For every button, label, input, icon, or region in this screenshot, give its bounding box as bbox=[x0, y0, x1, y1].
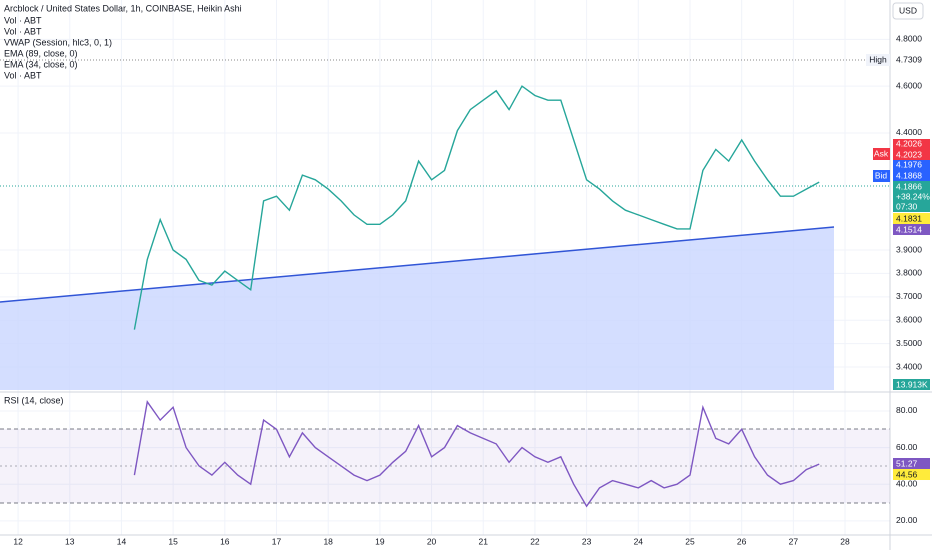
x-tick-label: 23 bbox=[582, 536, 592, 546]
trendline bbox=[0, 226, 835, 303]
y-tick-label: 3.4000 bbox=[896, 361, 922, 371]
y-tick-label: 40.00 bbox=[896, 478, 918, 488]
countdown: 07:30 bbox=[896, 201, 918, 211]
y-tick-label: 20.00 bbox=[896, 515, 918, 525]
x-tick-label: 13 bbox=[65, 536, 75, 546]
indicator: VWAP (Session, hlc3, 0, 1) bbox=[4, 37, 112, 47]
x-tick-label: 28 bbox=[840, 536, 850, 546]
y-tick-label: 4.4000 bbox=[896, 127, 922, 137]
indicator: EMA (34, close, 0) bbox=[4, 59, 78, 69]
x-tick-label: 17 bbox=[272, 536, 282, 546]
x-tick-label: 21 bbox=[479, 536, 489, 546]
bid-tag-text: Bid bbox=[875, 170, 888, 180]
x-tick-label: 22 bbox=[530, 536, 540, 546]
ask-price: 4.2023 bbox=[896, 149, 922, 159]
x-tick-label: 12 bbox=[13, 536, 23, 546]
x-tick-label: 19 bbox=[375, 536, 385, 546]
x-tick-label: 26 bbox=[737, 536, 747, 546]
y-tick-label: 3.7000 bbox=[896, 291, 922, 301]
x-tick-label: 15 bbox=[168, 536, 178, 546]
currency-button[interactable] bbox=[892, 2, 924, 20]
rsi-value: 51.27 bbox=[896, 458, 918, 468]
bid-box bbox=[893, 160, 930, 181]
trend-area bbox=[0, 227, 834, 390]
rsi-title: RSI (14, close) bbox=[4, 395, 64, 405]
ask-price: 4.2026 bbox=[896, 138, 922, 148]
volume: 13.913K bbox=[896, 379, 928, 389]
high-tag bbox=[866, 54, 890, 66]
ema34-box bbox=[893, 213, 930, 224]
currency[interactable]: USD bbox=[899, 5, 917, 15]
indicator: Vol · ABT bbox=[4, 15, 42, 25]
y-tick-label: 80.00 bbox=[896, 405, 918, 415]
x-tick-label: 25 bbox=[685, 536, 695, 546]
y-tick-label: 4.6000 bbox=[896, 80, 922, 90]
indicator: Vol · ABT bbox=[4, 70, 42, 80]
x-tick-label: 27 bbox=[789, 536, 799, 546]
title: Arcblock / United States Dollar, 1h, COI… bbox=[4, 3, 242, 13]
y-tick-label: 3.6000 bbox=[896, 314, 922, 324]
bid-price: 4.1976 bbox=[896, 159, 922, 169]
volume-box bbox=[893, 379, 930, 390]
bid-price: 4.1868 bbox=[896, 170, 922, 180]
ema89-price: 4.1514 bbox=[896, 224, 922, 234]
ema89-box bbox=[893, 224, 930, 235]
x-tick-label: 24 bbox=[634, 536, 644, 546]
ask-box bbox=[893, 139, 930, 160]
y-tick-label: 4.8000 bbox=[896, 34, 922, 44]
y-tick-label: 60.00 bbox=[896, 442, 918, 452]
high-price: 4.7309 bbox=[896, 54, 922, 64]
last-price: 4.1866 bbox=[896, 181, 922, 191]
x-tick-label: 16 bbox=[220, 536, 230, 546]
x-tick-label: 14 bbox=[117, 536, 127, 546]
ticks: 3.4000 3.5000 3.6000 3.7000 3.8000 3.9000 4.40… bbox=[13, 34, 922, 547]
last-box bbox=[893, 181, 930, 212]
bid-tag bbox=[873, 170, 890, 182]
x-tick-label: 18 bbox=[323, 536, 333, 546]
rsi-ma-value: 44.56 bbox=[896, 469, 918, 479]
y-tick-label: 3.5000 bbox=[896, 338, 922, 348]
series-line bbox=[133, 400, 820, 508]
indicator: EMA (89, close, 0) bbox=[4, 48, 78, 58]
series-line bbox=[133, 85, 820, 330]
change: +38.24% bbox=[896, 191, 930, 201]
ask-tag bbox=[873, 148, 890, 160]
indicator: Vol · ABT bbox=[4, 26, 42, 36]
ask-tag-text: Ask bbox=[874, 148, 889, 158]
high-tag-text: High bbox=[869, 54, 887, 64]
marks bbox=[133, 85, 820, 508]
x-tick-label: 20 bbox=[427, 536, 437, 546]
ema34-price: 4.1831 bbox=[896, 213, 922, 223]
y-tick-label: 3.9000 bbox=[896, 244, 922, 254]
y-tick-label: 3.8000 bbox=[896, 268, 922, 278]
rsi-box bbox=[893, 458, 930, 469]
rsi-ma-box bbox=[893, 469, 930, 480]
